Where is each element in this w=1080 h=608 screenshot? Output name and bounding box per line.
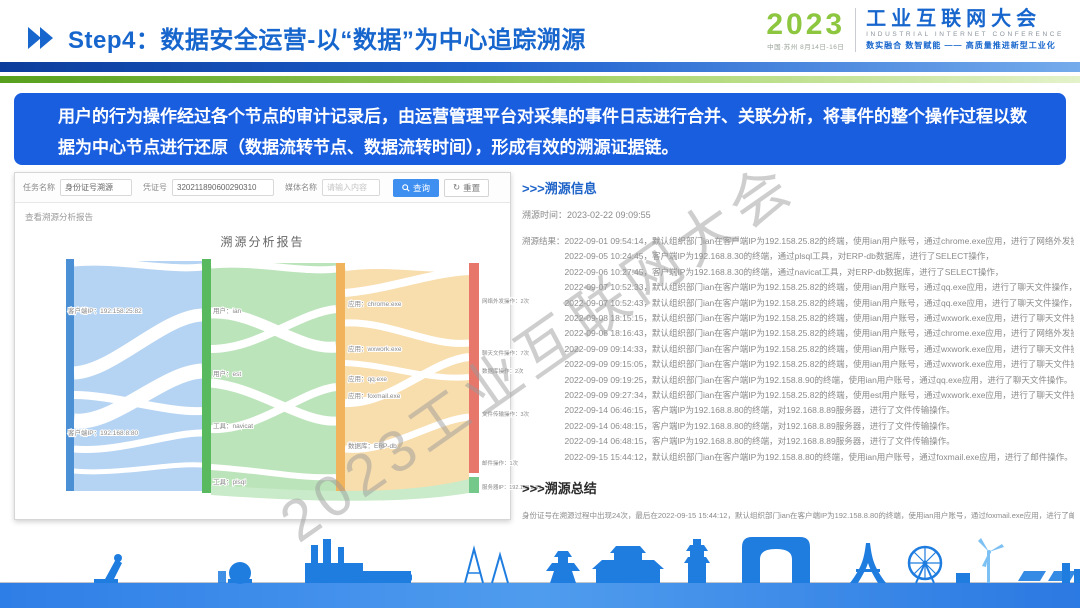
trace-event-line: 2022-09-09 09:15:05，默认组织部门ian在客户端IP为192.… [564,359,1074,370]
trace-time-value: 2023-02-22 09:09:55 [567,210,651,220]
header-rule-green [0,76,1080,83]
fast-forward-icon [28,26,53,49]
node-bar-operation [469,263,479,473]
reset-button[interactable]: ↻ 重置 [444,178,490,197]
sankey-label: 应用：chrome.exe [348,299,402,308]
sankey-label: 应用：foxmail.exe [348,391,401,400]
node-bar-user [202,259,211,493]
trace-result-label: 溯源结果： [522,236,565,246]
skyline-shapes [94,537,1080,584]
sankey-label: 网络外发操作：2次 [482,297,530,305]
sankey-label: 数据库：ERP-db [348,441,397,450]
trace-time: 溯源时间：2023-02-22 09:09:55 [522,208,1074,221]
search-button[interactable]: 查询 [393,178,440,197]
logo-year: 2023 [766,7,846,41]
node-bar-app [336,263,345,491]
sankey-label: 数据库操作：2次 [482,367,524,375]
node-bar-server [469,477,479,493]
trace-event-line: 2022-09-06 10:27:45，客户端IP为192.168.8.30的终… [564,266,1004,277]
sankey-label: 工具：plsql [213,478,246,486]
header-rule-blue [0,62,1080,72]
sankey-label: 用户：ian [213,306,242,315]
page-title: Step4：数据安全运营-以“数据”为中心追踪溯源 [68,27,586,54]
logo-location-date: 中国·苏州 8月14日-16日 [767,43,845,51]
trace-result: 溯源结果： 2022-09-01 09:54:14，默认组织部门ian在客户端I… [522,234,1074,465]
node-bar-client [66,259,74,491]
description-banner: 用户的行为操作经过各个节点的审计记录后，由运营管理平台对采集的事件日志进行合并、… [14,93,1066,165]
sankey-label: 用户：est [213,369,241,378]
logo-title-cn: 工业互联网大会 [866,8,1042,30]
refresh-icon: ↻ [453,182,461,192]
conference-logo: 2023 中国·苏州 8月14日-16日 工业互联网大会 INDUSTRIAL … [766,8,1064,52]
search-icon [402,183,410,192]
trace-event-line: 2022-09-08 18:15:15，默认组织部门ian在客户端IP为192.… [564,313,1074,324]
trace-time-label: 溯源时间： [522,210,568,220]
sankey-label: 工具：navicat [213,422,253,430]
sankey-label: 邮件操作：1次 [482,459,519,467]
footer-skyline [0,537,1080,608]
flow-to-server-node [211,479,469,501]
flow-band-green [211,263,336,491]
media-name-input[interactable] [322,179,380,196]
voucher-input[interactable] [172,179,274,196]
logo-divider [855,8,857,52]
sankey-label: 文件传输操作：3次 [482,410,530,418]
media-name-label: 媒体名称 [285,183,317,192]
sankey-label: 聊天文件操作：7次 [482,349,530,357]
trace-summary-text: 身份证号在溯源过程中出现24次，最后在2022-09-15 15:44:12，默… [522,511,1074,521]
sankey-label: 应用：qq.exe [348,374,387,383]
report-link-text: 查看溯源分析报告 [25,212,94,222]
trace-event-line: 2022-09-01 09:54:14，默认组织部门ian在客户端IP为192.… [564,236,1074,246]
trace-event-line: 2022-09-05 10:24:45，客户端IP为192.168.8.30的终… [564,251,994,262]
wind-turbine [978,538,1004,583]
task-name-input[interactable] [60,179,132,196]
reset-button-label: 重置 [463,182,481,193]
logo-title-en: INDUSTRIAL INTERNET CONFERENCE [866,31,1064,38]
trace-app-screenshot: 任务名称 凭证号 媒体名称 查询 ↻ 重置 查看溯源分析报告 溯源分析报告 [14,172,542,520]
ground-line [0,582,1080,583]
logo-slogan: 数实融合 数智赋能 —— 高质量推进新型工业化 [866,41,1056,50]
trace-event-line: 2022-09-14 06:48:15，客户端IP为192.168.8.80的终… [564,436,955,447]
trace-event-line: 2022-09-14 06:46:15，客户端IP为192.168.8.80的终… [564,405,955,416]
trace-event-line: 2022-09-09 09:27:34，默认组织部门ian在客户端IP为192.… [564,390,1074,401]
trace-event-line: 2022-09-09 09:14:33，默认组织部门ian在客户端IP为192.… [564,343,1074,354]
sankey-label: 客户端IP：192.168.8.80 [68,428,138,437]
query-toolbar: 任务名称 凭证号 媒体名称 查询 ↻ 重置 [15,173,510,203]
sankey-chart: 客户端IP：192.158.25.82 客户端IP：192.168.8.80 用… [66,258,542,501]
trace-event-line: 2022-09-15 15:44:12，默认组织部门ian在客户端IP为192.… [564,451,1073,462]
trace-event-line: 2022-09-08 18:16:43，默认组织部门ian在客户端IP为192.… [564,328,1074,339]
task-name-label: 任务名称 [23,183,55,192]
sankey-label: 客户端IP：192.158.25.82 [68,306,142,315]
trace-info-panel: >>>溯源信息 溯源时间：2023-02-22 09:09:55 溯源结果： 2… [522,178,1074,521]
flow-ribbons [73,258,470,481]
voucher-label: 凭证号 [143,183,167,192]
trace-event-line: 2022-09-07 10:52:43，默认组织部门ian在客户端IP为192.… [564,297,1074,308]
search-button-label: 查询 [413,182,431,193]
sankey-label: 应用：wxwork.exe [348,344,402,353]
trace-summary-title: >>>溯源总结 [522,481,597,497]
trace-info-title: >>>溯源信息 [522,181,597,196]
trace-event-line: 2022-09-14 06:48:15，客户端IP为192.168.8.80的终… [564,420,955,431]
sankey-chart-title: 溯源分析报告 [220,235,305,249]
trace-event-line: 2022-09-07 10:52:33，默认组织部门ian在客户端IP为192.… [564,282,1074,293]
slide-header: Step4：数据安全运营-以“数据”为中心追踪溯源 2023 中国·苏州 8月1… [0,0,1080,60]
trace-event-list: 2022-09-01 09:54:14，默认组织部门ian在客户端IP为192.… [565,234,1074,465]
sankey-label: 服务器IP：192.168.8.89 [482,483,541,491]
footer-band [0,583,1080,608]
trace-event-line: 2022-09-09 09:19:25，默认组织部门ian在客户端IP为192.… [564,374,1073,385]
